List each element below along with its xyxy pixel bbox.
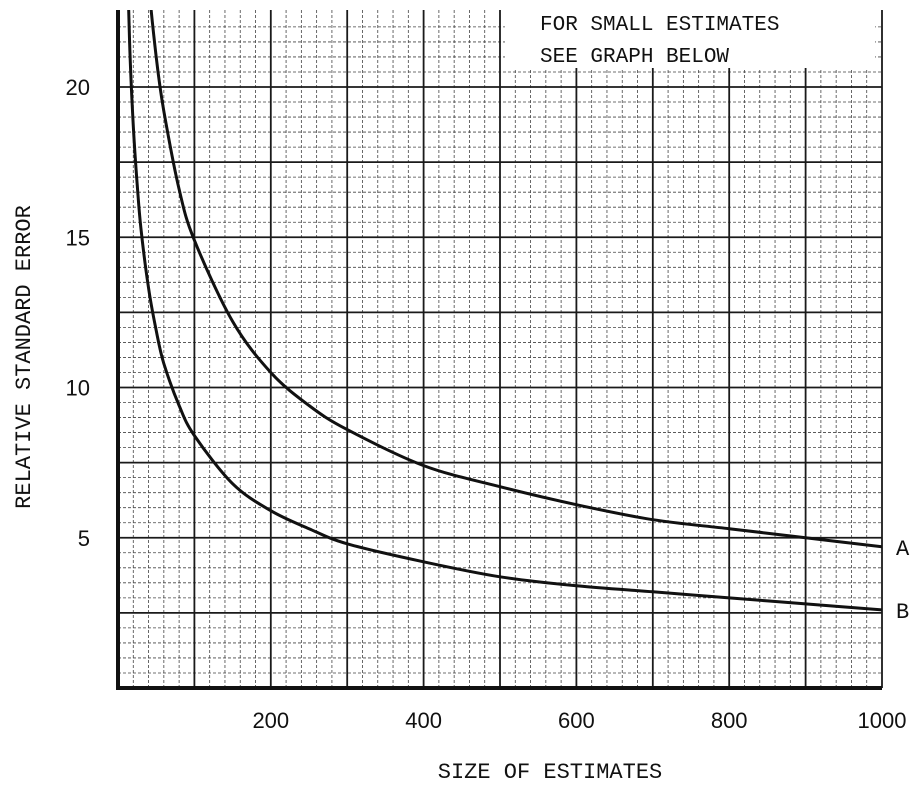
series-line-a xyxy=(149,10,882,549)
series-line-b xyxy=(127,10,882,612)
x-axis-label: SIZE OF ESTIMATES xyxy=(438,760,662,785)
series-layer xyxy=(127,10,882,612)
annotation-line-1: FOR SMALL ESTIMATES xyxy=(540,14,779,37)
axes xyxy=(116,10,882,690)
x-tick-label: 400 xyxy=(405,708,442,733)
y-tick-label: 10 xyxy=(66,376,90,401)
series-label-a: A xyxy=(896,537,910,562)
x-tick-label: 200 xyxy=(252,708,289,733)
y-tick-label: 20 xyxy=(66,75,90,100)
annotation-box xyxy=(505,4,875,68)
x-tick-label: 600 xyxy=(558,708,595,733)
major-grid xyxy=(117,10,883,688)
annotation-line-2: SEE GRAPH BELOW xyxy=(540,46,729,69)
y-tick-label: 15 xyxy=(66,225,90,250)
x-tick-label: 1000 xyxy=(858,708,907,733)
x-tick-label: 800 xyxy=(711,708,748,733)
y-tick-label: 5 xyxy=(78,526,90,551)
series-label-b: B xyxy=(896,600,909,625)
y-axis-label: RELATIVE STANDARD ERROR xyxy=(12,205,37,509)
labels-layer: 200 400 600 800 1000 5 10 15 20 A B xyxy=(66,75,910,733)
